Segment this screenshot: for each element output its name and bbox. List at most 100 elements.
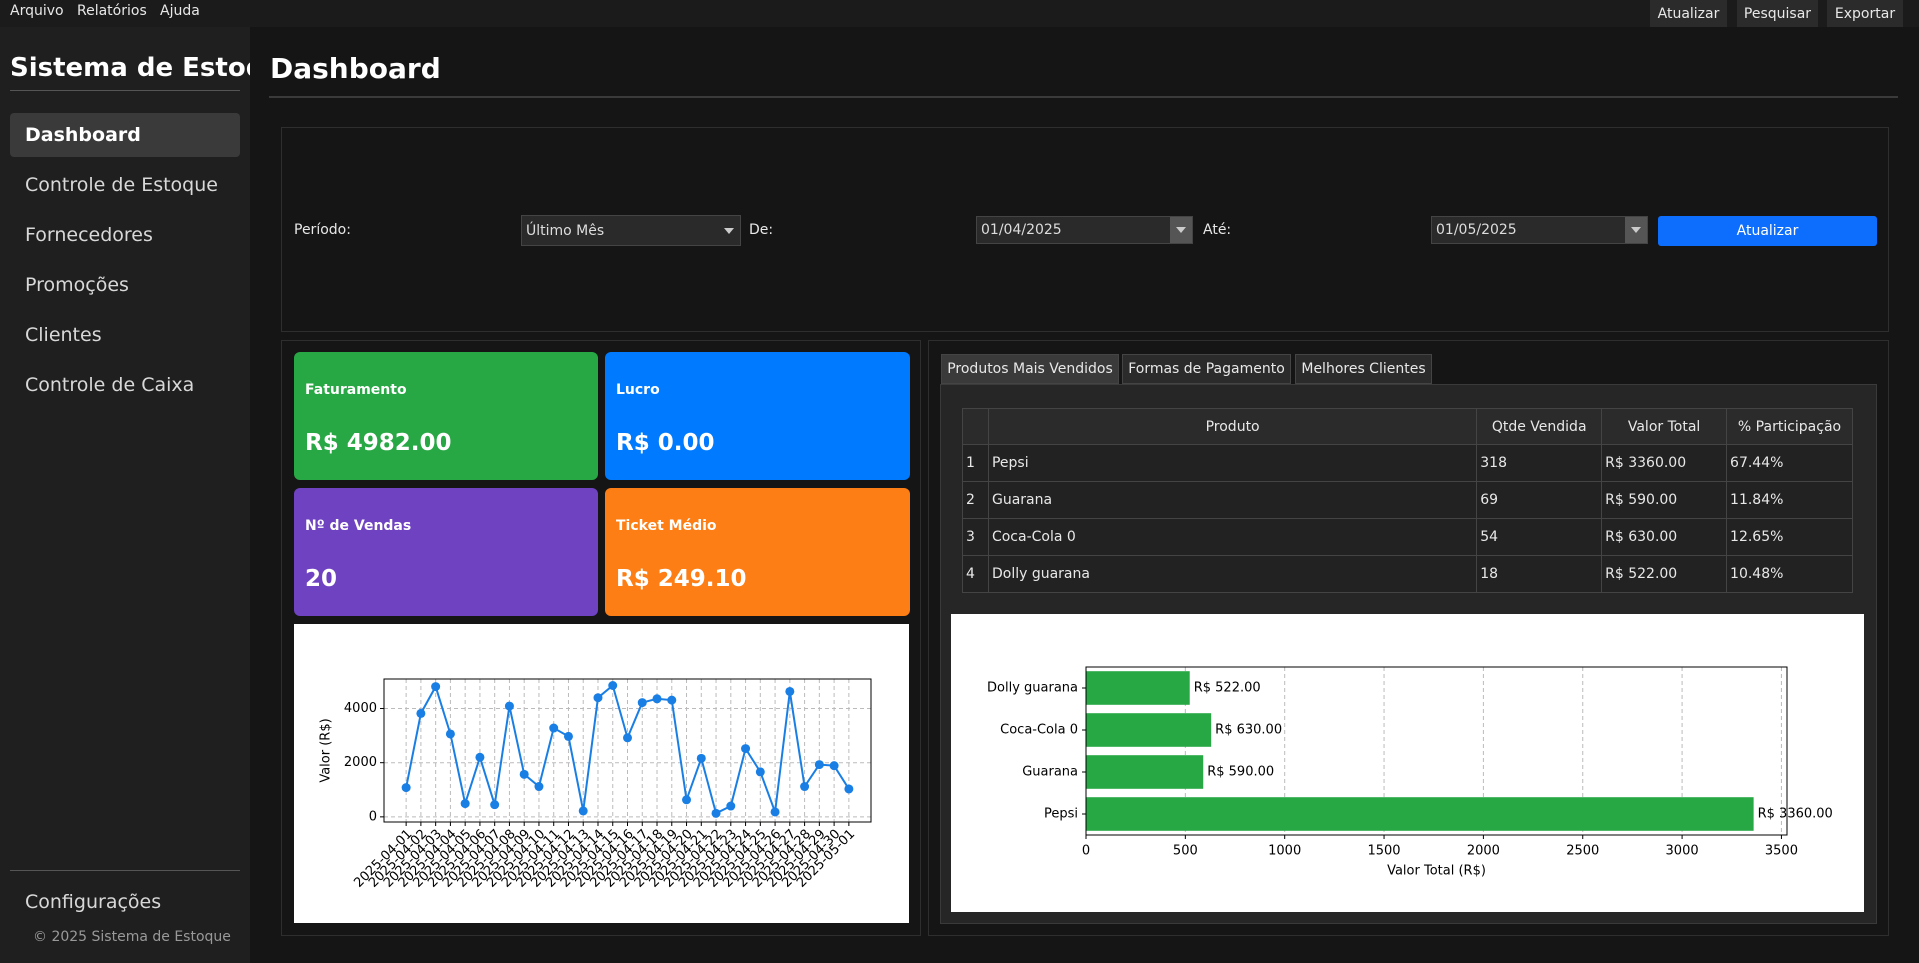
cell: 67.44% bbox=[1726, 444, 1853, 482]
nav-item[interactable]: Promoções bbox=[25, 274, 129, 296]
y-tick-label: 2000 bbox=[344, 755, 377, 770]
toolbar-button[interactable]: Exportar bbox=[1827, 0, 1903, 27]
point bbox=[800, 782, 810, 792]
toolbar-button[interactable]: Atualizar bbox=[1650, 0, 1727, 27]
card-value: R$ 4982.00 bbox=[305, 430, 452, 456]
toolbar-button[interactable]: Pesquisar bbox=[1737, 0, 1818, 27]
point bbox=[755, 767, 765, 777]
date-text: 01/05/2025 bbox=[1436, 222, 1517, 238]
kpi-card: Nº de Vendas 20 bbox=[294, 488, 598, 616]
card-value: R$ 249.10 bbox=[616, 566, 747, 592]
column-header: Produto bbox=[987, 408, 1478, 445]
date-text: 01/04/2025 bbox=[981, 222, 1062, 238]
kpi-card: Faturamento R$ 4982.00 bbox=[294, 352, 598, 480]
y-tick-label: 0 bbox=[369, 809, 377, 824]
column-header: Qtde Vendida bbox=[1476, 408, 1603, 445]
point bbox=[608, 681, 618, 690]
dropdown-arrow bbox=[1170, 217, 1192, 243]
nav-item[interactable]: Controle de Caixa bbox=[25, 374, 195, 396]
cell: 12.65% bbox=[1726, 518, 1853, 556]
update-button[interactable]: Atualizar bbox=[1658, 216, 1877, 246]
table-row[interactable]: 4 Dolly guarana 18 R$ 522.00 10.48% bbox=[962, 555, 1853, 593]
divider bbox=[10, 90, 240, 91]
x-tick-label: 1000 bbox=[1268, 844, 1301, 859]
label: Período: bbox=[294, 222, 351, 238]
point bbox=[696, 753, 706, 763]
point bbox=[445, 729, 455, 739]
row-header: 2 bbox=[962, 481, 989, 519]
cell: 318 bbox=[1476, 444, 1603, 482]
cell: Coca-Cola 0 bbox=[987, 518, 1478, 556]
x-tick-label: 2500 bbox=[1566, 844, 1599, 859]
bar-chart: 0 500 1000 1500 2000 2500 3000 3500 Pepsi R$ 3360… bbox=[951, 614, 1864, 912]
label: De: bbox=[749, 222, 774, 238]
card-title: Ticket Médio bbox=[616, 518, 717, 534]
point bbox=[637, 698, 647, 708]
point bbox=[726, 801, 736, 811]
point bbox=[431, 682, 441, 692]
nav-item[interactable]: Configurações bbox=[25, 891, 162, 913]
combo-text: Último Mês bbox=[526, 222, 605, 239]
period-combo[interactable]: Último Mês bbox=[521, 215, 741, 246]
menu-item[interactable]: Relatórios bbox=[77, 3, 147, 19]
nav-item[interactable]: Controle de Estoque bbox=[25, 174, 218, 196]
kpi-card: Lucro R$ 0.00 bbox=[605, 352, 910, 480]
sidebar: Sistema de Estoque Dashboard Controle de… bbox=[0, 27, 250, 963]
point bbox=[549, 723, 559, 733]
y-tick-label: Guarana bbox=[1022, 765, 1078, 780]
x-tick-label: 2000 bbox=[1467, 844, 1500, 859]
table-row[interactable]: 1 Pepsi 318 R$ 3360.00 67.44% bbox=[962, 444, 1853, 482]
bar bbox=[1086, 713, 1212, 747]
point bbox=[623, 733, 632, 743]
corner bbox=[962, 408, 989, 445]
tab[interactable]: Formas de Pagamento bbox=[1122, 354, 1291, 384]
row-header: 1 bbox=[962, 444, 989, 482]
point bbox=[519, 769, 529, 779]
y-axis-label: Valor (R$) bbox=[319, 718, 334, 782]
footer: © 2025 Sistema de Estoque bbox=[33, 929, 231, 945]
card-title: Faturamento bbox=[305, 382, 407, 398]
card-value: R$ 0.00 bbox=[616, 430, 715, 456]
point bbox=[682, 795, 692, 805]
value-label: R$ 630.00 bbox=[1215, 723, 1282, 738]
bar bbox=[1086, 755, 1204, 789]
card-value: 20 bbox=[305, 566, 338, 592]
products-table: Produto Qtde Vendida Valor Total% Particip… bbox=[962, 408, 1853, 593]
value-label: R$ 590.00 bbox=[1207, 765, 1274, 780]
tab[interactable]: Produtos Mais Vendidos bbox=[941, 354, 1119, 384]
table-row[interactable]: 3 Coca-Cola 0 54 R$ 630.00 12.65% bbox=[962, 518, 1853, 556]
point bbox=[844, 784, 854, 794]
menu-item[interactable]: Arquivo bbox=[10, 3, 64, 19]
date-input[interactable]: 01/05/2025 bbox=[1431, 216, 1648, 244]
point bbox=[652, 694, 662, 704]
header-row: Produto Qtde Vendida Valor Total% Particip… bbox=[962, 408, 1853, 445]
card-title: Lucro bbox=[616, 382, 660, 398]
point bbox=[814, 760, 824, 770]
table-row[interactable]: 2 Guarana 69 R$ 590.00 11.84% bbox=[962, 481, 1853, 519]
nav-item[interactable]: Dashboard bbox=[10, 113, 240, 157]
cell: R$ 630.00 bbox=[1601, 518, 1728, 556]
menu-bar: Arquivo Relatórios Ajuda bbox=[0, 0, 1919, 27]
divider bbox=[269, 96, 1898, 98]
line-chart: 0200040002025-04-012025-04-022025-04-032… bbox=[294, 624, 909, 923]
divider bbox=[10, 870, 240, 871]
value-label: R$ 522.00 bbox=[1194, 681, 1261, 696]
axes-frame bbox=[1085, 666, 1788, 836]
point bbox=[741, 744, 751, 754]
tab[interactable]: Melhores Clientes bbox=[1295, 354, 1432, 384]
date-input[interactable]: 01/04/2025 bbox=[976, 216, 1193, 244]
nav-item[interactable]: Clientes bbox=[25, 324, 102, 346]
point bbox=[504, 701, 514, 711]
nav-item[interactable]: Fornecedores bbox=[25, 224, 153, 246]
x-tick-label: 3500 bbox=[1765, 844, 1798, 859]
filter-panel: Período: Último Mês De: 01/04/2025 Até: … bbox=[281, 127, 1889, 332]
row-header: 4 bbox=[962, 555, 989, 593]
x-axis-label: Valor Total (R$) bbox=[1387, 864, 1486, 879]
point bbox=[667, 695, 677, 705]
cell: 18 bbox=[1476, 555, 1603, 593]
menu-item[interactable]: Ajuda bbox=[160, 3, 200, 19]
cell: Dolly guarana bbox=[987, 555, 1478, 593]
point bbox=[401, 783, 411, 793]
cell: 11.84% bbox=[1726, 481, 1853, 519]
page-title: Dashboard bbox=[270, 52, 441, 85]
